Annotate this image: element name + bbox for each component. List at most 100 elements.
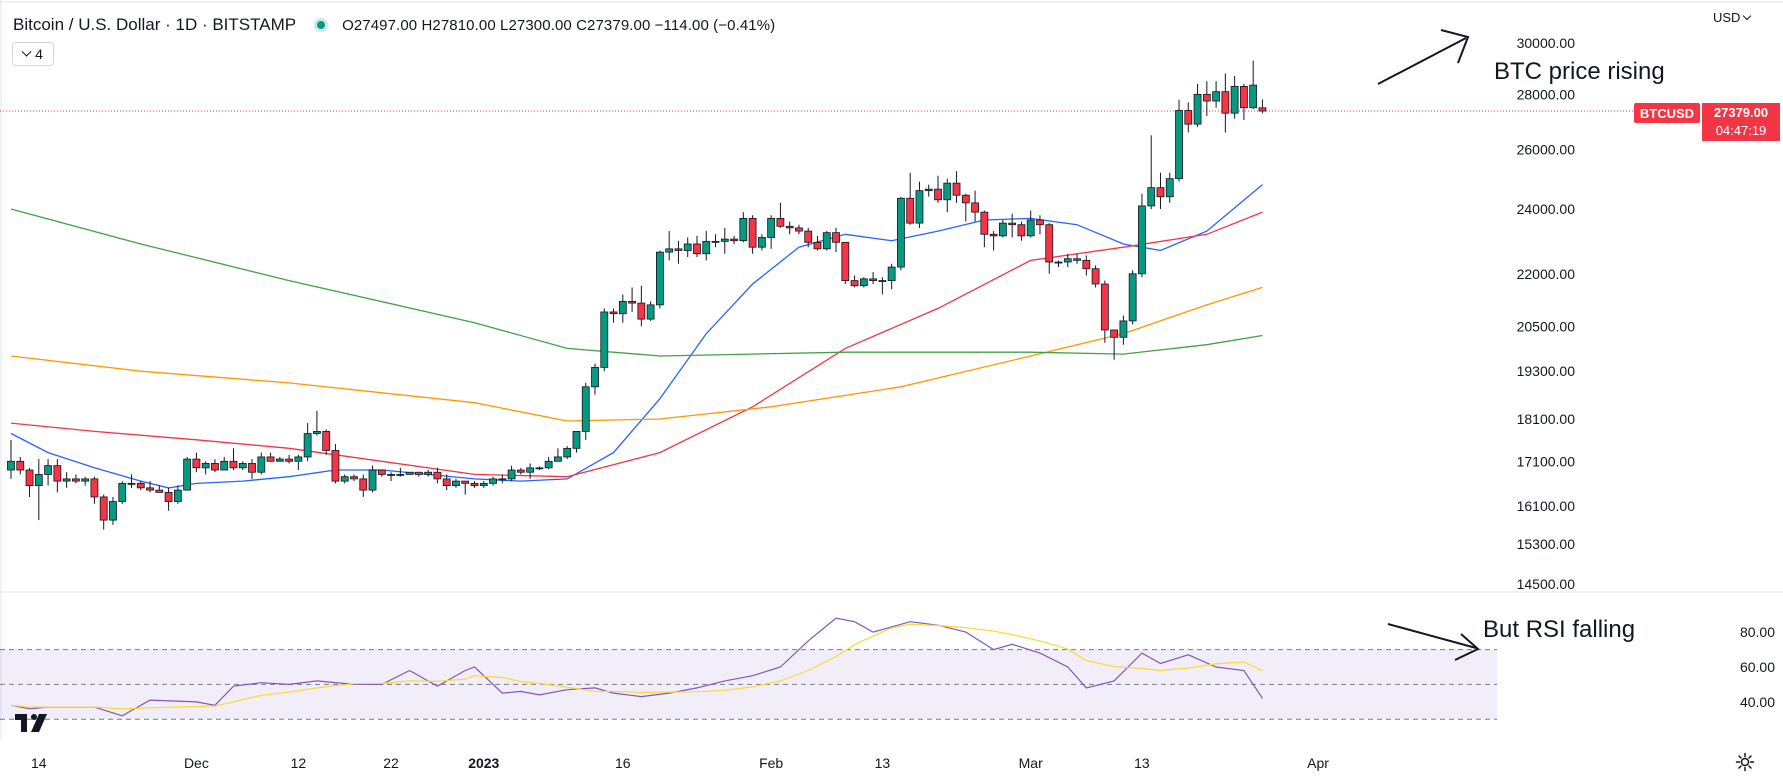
- candle-body: [229, 460, 238, 469]
- candle: [99, 494, 108, 530]
- candle-body: [201, 463, 210, 469]
- candle-body: [952, 182, 961, 196]
- candle: [1258, 99, 1267, 114]
- candle-body: [507, 469, 516, 480]
- candle: [201, 461, 210, 475]
- candle: [1147, 135, 1156, 210]
- ohlc-values: O27497.00 H27810.00 L27300.00 C27379.00 …: [342, 16, 776, 34]
- candle-body: [554, 456, 562, 462]
- x-tick-label: 13: [1134, 755, 1150, 771]
- y-tick-label: 19300.00: [1517, 363, 1576, 379]
- candle: [1100, 280, 1109, 343]
- candle: [1110, 329, 1119, 360]
- candle: [489, 476, 497, 486]
- candle-body: [739, 218, 748, 242]
- candle-body: [776, 218, 785, 227]
- candle: [414, 471, 423, 477]
- candle: [915, 181, 924, 228]
- x-tick-label: 16: [615, 755, 631, 771]
- candle-body: [164, 491, 173, 502]
- candle-body: [1165, 178, 1174, 198]
- arrow-up-head: [1440, 29, 1470, 64]
- candle-body: [943, 182, 952, 201]
- chevron-down-icon: [21, 46, 32, 57]
- candle-body: [248, 463, 256, 473]
- candle-body: [1054, 261, 1063, 264]
- symbol-tag-label: BTCUSD: [1639, 105, 1695, 121]
- candle: [34, 459, 43, 521]
- candle-body: [266, 456, 275, 462]
- candle: [71, 474, 80, 484]
- candle: [313, 410, 321, 436]
- candle-body: [850, 280, 859, 287]
- candle-body: [1110, 329, 1119, 338]
- candle-body: [433, 471, 442, 480]
- candle: [1063, 253, 1072, 268]
- candle-body: [600, 311, 609, 368]
- candle-body: [377, 469, 386, 475]
- x-tick-label: 12: [291, 755, 307, 771]
- candle-body: [1138, 205, 1146, 275]
- candle-body: [71, 478, 80, 482]
- candle: [609, 308, 618, 323]
- candle-body: [674, 248, 683, 251]
- candle-body: [961, 194, 970, 204]
- annotation-price-rising[interactable]: BTC price rising: [1494, 58, 1665, 85]
- candle-body: [535, 467, 544, 470]
- candle: [452, 478, 460, 488]
- candle-body: [442, 478, 451, 487]
- candle: [850, 275, 859, 288]
- rsi-tick-label: 60.00: [1740, 659, 1775, 675]
- candle: [739, 212, 748, 243]
- annotation-rsi-falling[interactable]: But RSI falling: [1483, 616, 1636, 643]
- candle-body: [90, 478, 99, 498]
- gear-icon[interactable]: [1735, 752, 1755, 772]
- candle: [516, 467, 525, 475]
- candle-body: [183, 458, 192, 491]
- candle-body: [971, 202, 979, 213]
- candle-body: [869, 278, 878, 281]
- candle: [1184, 102, 1193, 133]
- candle-body: [44, 465, 52, 475]
- candle: [943, 178, 952, 213]
- candle: [989, 231, 998, 251]
- candle: [618, 294, 627, 323]
- candle-body: [915, 190, 924, 224]
- candle: [211, 459, 219, 473]
- candle: [479, 481, 488, 488]
- candle-body: [470, 482, 479, 487]
- candle: [1202, 81, 1211, 116]
- candle-body: [127, 482, 136, 485]
- arrow-up-icon: [1377, 37, 1467, 85]
- candle-body: [1073, 258, 1081, 261]
- candle: [62, 472, 71, 488]
- y-tick-label: 17100.00: [1517, 453, 1576, 469]
- candle-body: [1249, 84, 1258, 109]
- x-tick-label: 13: [875, 755, 891, 771]
- indicators-toggle-button[interactable]: 4: [12, 42, 54, 66]
- candle: [1230, 75, 1239, 119]
- candle-body: [563, 447, 572, 458]
- candle-body: [683, 243, 692, 251]
- candle-body: [136, 482, 145, 489]
- candle-body: [25, 469, 34, 487]
- x-tick-label: Dec: [184, 755, 209, 771]
- candle: [776, 202, 785, 228]
- candle: [897, 196, 905, 271]
- candle: [229, 448, 238, 471]
- candle-body: [1175, 110, 1183, 180]
- candle: [971, 190, 979, 222]
- candle-body: [1184, 110, 1193, 125]
- currency-selector[interactable]: USD: [1713, 10, 1752, 25]
- candle-body: [173, 489, 182, 502]
- candle: [924, 184, 933, 197]
- candle-body: [730, 238, 738, 242]
- moving-average-line: [10, 286, 1263, 422]
- chevron-down-icon: [1743, 11, 1752, 20]
- candle-body: [479, 482, 488, 487]
- symbol-title[interactable]: Bitcoin / U.S. Dollar · 1D · BITSTAMP: [13, 15, 297, 34]
- candle-body: [498, 478, 507, 481]
- candle-body: [665, 248, 674, 253]
- tradingview-logo-icon[interactable]: [15, 712, 55, 734]
